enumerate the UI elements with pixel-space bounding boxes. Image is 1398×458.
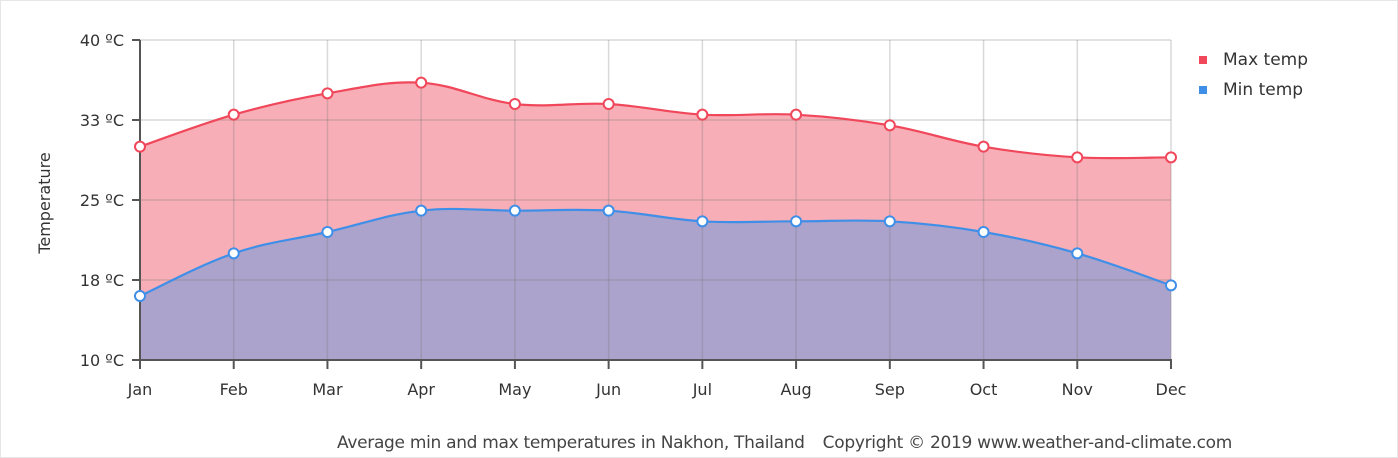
- max-temp-point[interactable]: [1071, 151, 1084, 164]
- min-temp-point[interactable]: [790, 215, 803, 228]
- min-temp-point[interactable]: [696, 215, 709, 228]
- y-axis-title: Temperature: [35, 152, 54, 254]
- legend-label: Min temp: [1223, 80, 1304, 100]
- min-temp-point[interactable]: [883, 215, 896, 228]
- x-tick-label: Jul: [692, 380, 712, 399]
- min-temp-point[interactable]: [508, 204, 521, 217]
- min-temp-area: [140, 208, 1171, 360]
- x-tick-label: Jan: [127, 380, 153, 399]
- max-temp-point[interactable]: [602, 98, 615, 110]
- min-temp-point[interactable]: [602, 204, 615, 217]
- min-temp-line: [139, 207, 1172, 298]
- y-tick-label: 25 ºC: [80, 191, 124, 210]
- x-tick-label: Jun: [595, 380, 621, 399]
- max-temp-point[interactable]: [1165, 151, 1177, 164]
- max-temp-point[interactable]: [321, 87, 334, 100]
- y-tick-label: 10 ºC: [80, 351, 124, 370]
- min-temp-point[interactable]: [321, 226, 334, 238]
- max-temp-point[interactable]: [696, 108, 709, 121]
- x-tick-label: Aug: [780, 380, 811, 399]
- y-tick-label: 18 ºC: [80, 271, 124, 290]
- max-temp-point[interactable]: [415, 76, 428, 89]
- max-temp-swatch-icon: [1199, 56, 1207, 64]
- min-temp-point[interactable]: [134, 290, 146, 302]
- min-temp-point[interactable]: [227, 247, 240, 260]
- x-tick-label: Sep: [875, 380, 905, 399]
- min-temp-point[interactable]: [1071, 247, 1084, 260]
- legend-item-max-temp[interactable]: Max temp: [1199, 45, 1308, 75]
- max-temp-point[interactable]: [134, 140, 146, 153]
- max-temp-point[interactable]: [977, 140, 990, 153]
- min-temp-point[interactable]: [1165, 279, 1177, 292]
- legend-item-min-temp[interactable]: Min temp: [1199, 75, 1308, 105]
- max-temp-line: [139, 81, 1172, 160]
- max-temp-point[interactable]: [790, 108, 803, 121]
- caption-text: Average min and max temperatures in Nakh…: [337, 433, 805, 453]
- min-temp-point[interactable]: [415, 204, 428, 217]
- copyright-link[interactable]: Copyright © 2019 www.weather-and-climate…: [822, 433, 1233, 453]
- max-temp-point[interactable]: [508, 98, 521, 110]
- min-temp-point[interactable]: [977, 226, 990, 238]
- legend: Max temp Min temp: [1199, 45, 1308, 105]
- max-temp-point[interactable]: [227, 108, 240, 121]
- x-tick-label: Dec: [1156, 380, 1187, 399]
- legend-label: Max temp: [1223, 50, 1309, 70]
- max-temp-point[interactable]: [883, 119, 896, 132]
- x-tick-label: Oct: [970, 380, 998, 399]
- x-tick-label: Nov: [1062, 380, 1093, 399]
- x-tick-label: Apr: [407, 380, 435, 399]
- chart-caption: Average min and max temperatures in Nakh…: [337, 433, 1250, 453]
- y-tick-label: 40 ºC: [80, 31, 124, 50]
- x-tick-label: Mar: [312, 380, 343, 399]
- min-temp-swatch-icon: [1199, 86, 1207, 94]
- x-tick-label: May: [498, 380, 531, 399]
- y-tick-label: 33 ºC: [80, 111, 124, 130]
- x-tick-label: Feb: [220, 380, 248, 399]
